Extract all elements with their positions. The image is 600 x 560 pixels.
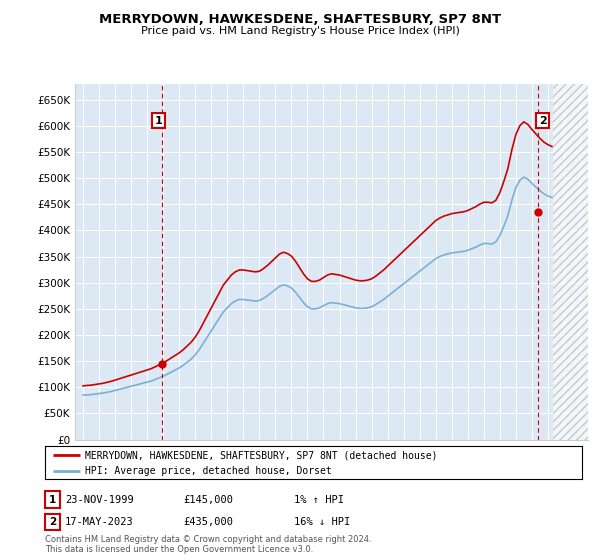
Text: £145,000: £145,000 — [183, 494, 233, 505]
Text: HPI: Average price, detached house, Dorset: HPI: Average price, detached house, Dors… — [85, 466, 332, 476]
Text: Contains HM Land Registry data © Crown copyright and database right 2024.: Contains HM Land Registry data © Crown c… — [45, 535, 371, 544]
Text: 1: 1 — [154, 115, 162, 125]
Text: 23-NOV-1999: 23-NOV-1999 — [65, 494, 134, 505]
Text: MERRYDOWN, HAWKESDENE, SHAFTESBURY, SP7 8NT: MERRYDOWN, HAWKESDENE, SHAFTESBURY, SP7 … — [99, 13, 501, 26]
Text: 17-MAY-2023: 17-MAY-2023 — [65, 517, 134, 527]
Text: 16% ↓ HPI: 16% ↓ HPI — [294, 517, 350, 527]
Text: £435,000: £435,000 — [183, 517, 233, 527]
Text: 1: 1 — [49, 494, 56, 505]
Text: 1% ↑ HPI: 1% ↑ HPI — [294, 494, 344, 505]
Text: 2: 2 — [539, 115, 547, 125]
Text: This data is licensed under the Open Government Licence v3.0.: This data is licensed under the Open Gov… — [45, 545, 313, 554]
Text: MERRYDOWN, HAWKESDENE, SHAFTESBURY, SP7 8NT (detached house): MERRYDOWN, HAWKESDENE, SHAFTESBURY, SP7 … — [85, 450, 438, 460]
Bar — [553, 84, 588, 440]
Text: 2: 2 — [49, 517, 56, 527]
Text: Price paid vs. HM Land Registry's House Price Index (HPI): Price paid vs. HM Land Registry's House … — [140, 26, 460, 36]
